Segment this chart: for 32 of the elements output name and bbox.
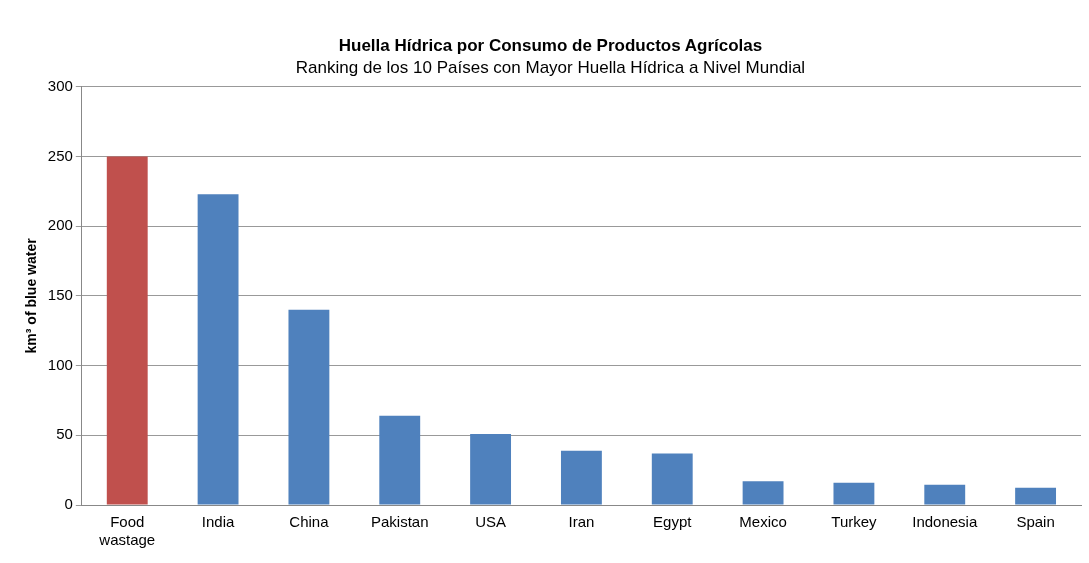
bar [651, 453, 693, 505]
x-tick-label: China [289, 513, 330, 531]
y-tick-label: 250 [47, 146, 73, 164]
x-tick-label: Egypt [653, 513, 693, 531]
x-tick-label: India [201, 513, 235, 531]
chart-title: Huella Hídrica por Consumo de Productos Agrícolas [338, 35, 763, 55]
y-tick-label: 100 [47, 355, 73, 373]
bar [288, 309, 330, 505]
x-tick-label: Indonesia [912, 513, 978, 531]
bar [1015, 487, 1057, 505]
y-tick-label: 200 [47, 216, 73, 234]
chart-subtitle: Ranking de los 10 Países con Mayor Huella Hídrica a Nivel Mundial [295, 58, 806, 78]
y-axis-title: km³ of blue water [23, 237, 40, 354]
x-tick-label: Pakistan [370, 513, 429, 531]
bar [833, 482, 875, 505]
y-tick-label: 50 [56, 425, 73, 443]
bar [197, 194, 239, 505]
bar [742, 481, 784, 505]
y-tick-label: 300 [47, 76, 73, 94]
bar [560, 450, 602, 505]
bar [379, 415, 421, 505]
y-tick-label: 0 [64, 495, 73, 513]
x-tick-label: Turkey [831, 513, 878, 531]
bar [106, 156, 148, 505]
bar [924, 484, 966, 505]
y-tick-label: 150 [47, 286, 73, 304]
x-tick-label: Spain [1016, 513, 1055, 531]
x-tick-label: Food wastage [98, 513, 156, 549]
x-tick-label: Iran [568, 513, 595, 531]
x-tick-label: USA [475, 513, 506, 531]
bar [470, 433, 512, 505]
x-tick-label: Mexico [739, 513, 787, 531]
